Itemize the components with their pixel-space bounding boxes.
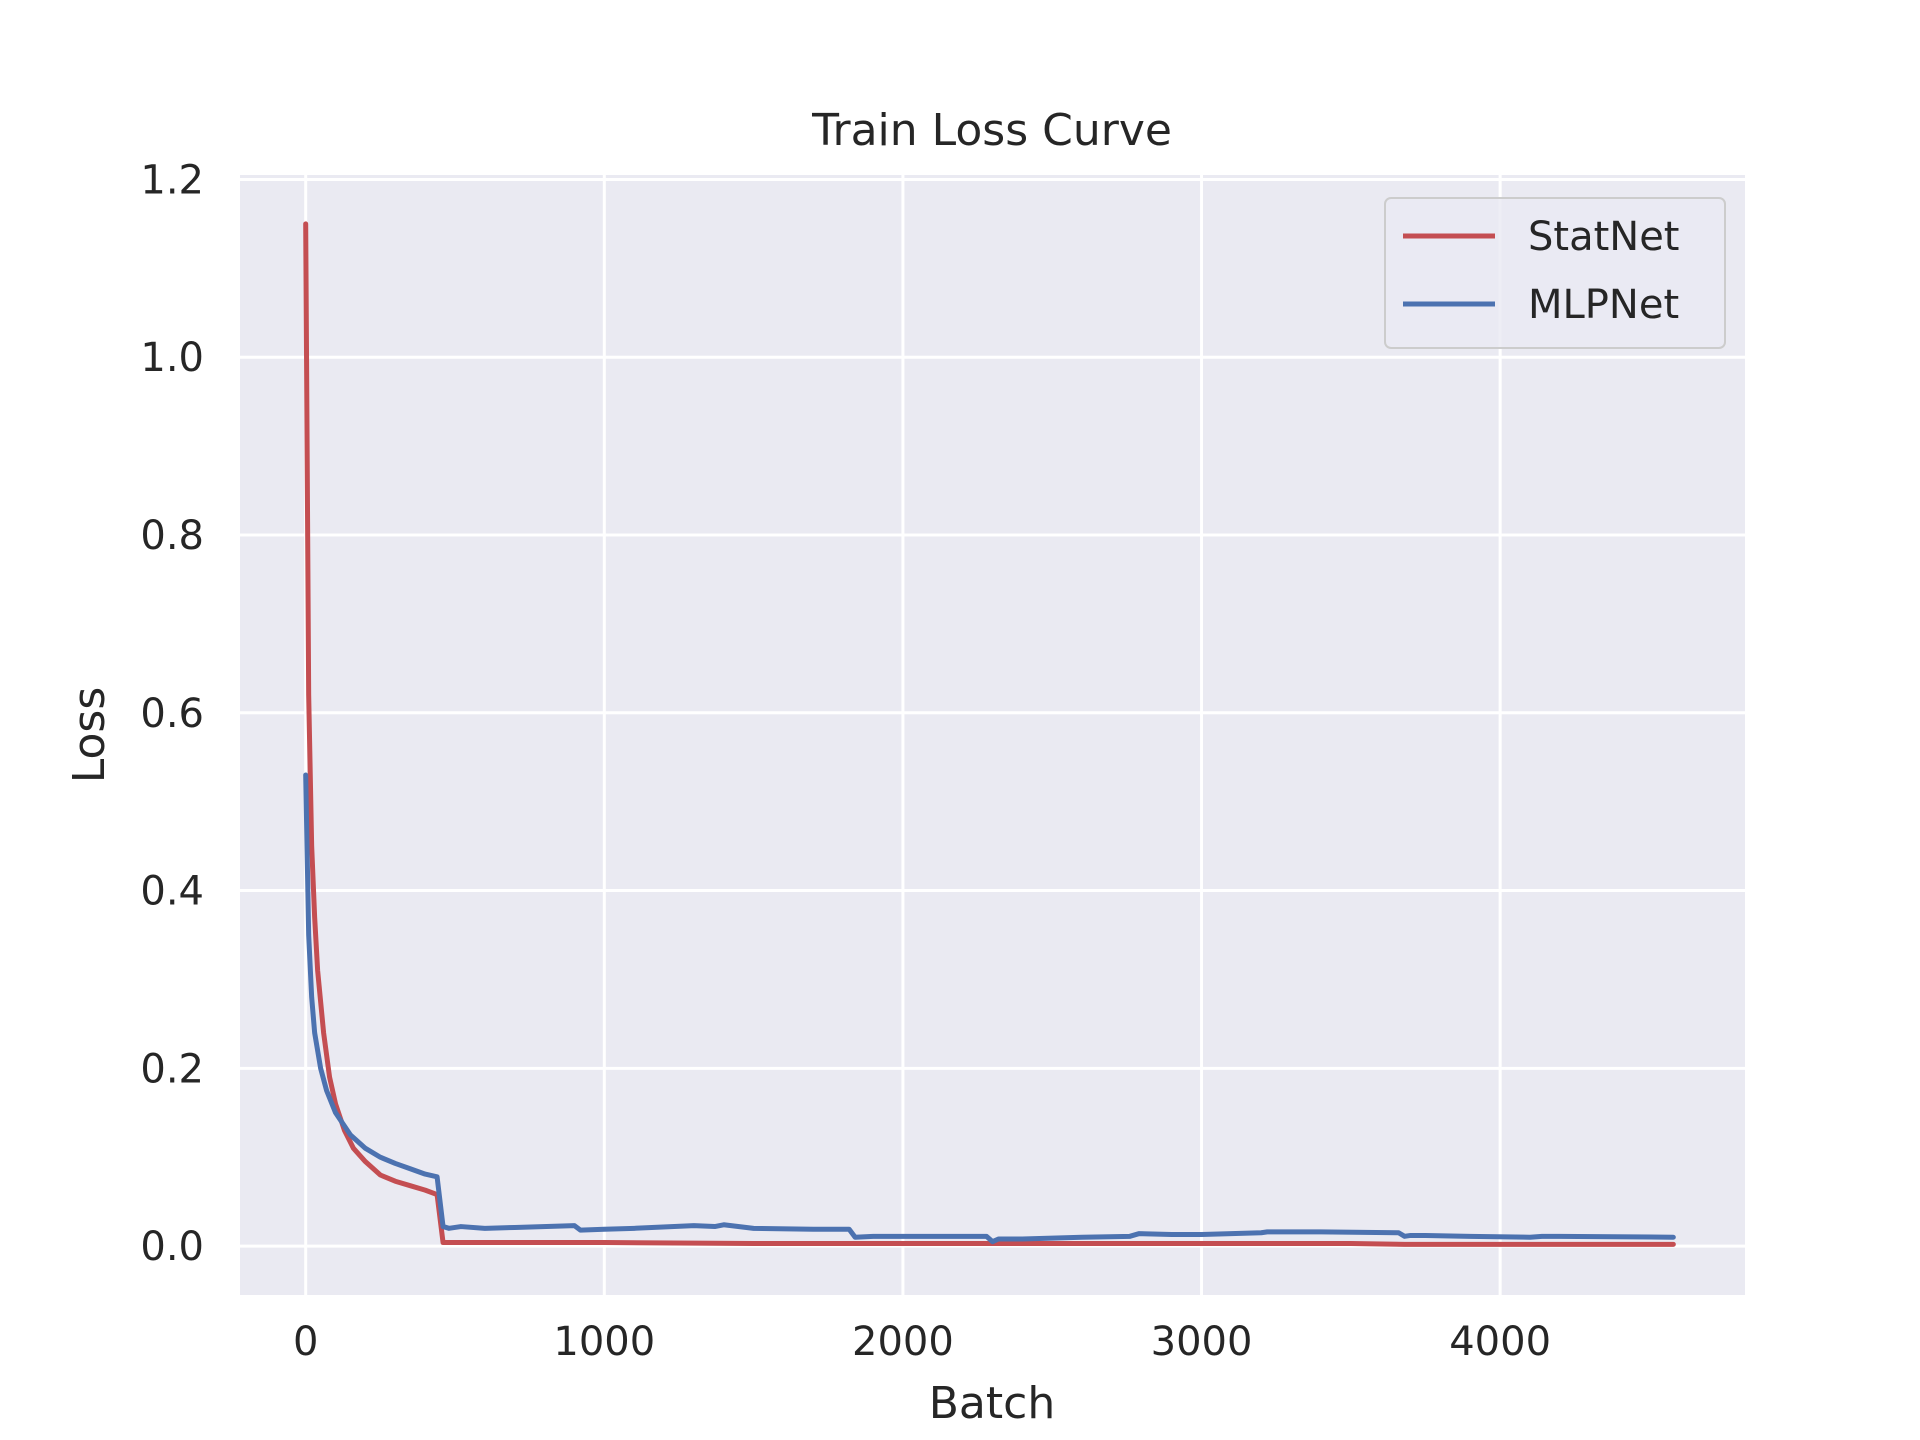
legend-label-mlpnet: MLPNet — [1528, 282, 1679, 328]
x-tick-label: 0 — [293, 1319, 318, 1365]
y-tick-label: 0.6 — [140, 691, 204, 737]
x-tick-label: 1000 — [553, 1319, 655, 1365]
grid-lines — [240, 175, 1745, 1295]
series-line-mlpnet — [303, 772, 1676, 1245]
legend: StatNet MLPNet — [1384, 197, 1726, 349]
y-tick-label: 1.0 — [140, 335, 204, 381]
x-tick-labels: 0 1000 2000 3000 4000 — [293, 1319, 1551, 1365]
x-tick-label: 2000 — [852, 1319, 954, 1365]
y-tick-label: 0.0 — [140, 1224, 204, 1270]
plot-background — [240, 175, 1745, 1295]
y-tick-label: 1.2 — [140, 157, 204, 203]
y-axis-label: Loss — [64, 687, 115, 784]
y-tick-labels: 0.0 0.2 0.4 0.6 0.8 1.0 1.2 — [140, 157, 204, 1270]
y-tick-label: 0.2 — [140, 1046, 204, 1092]
x-tick-label: 4000 — [1449, 1319, 1551, 1365]
y-tick-label: 0.8 — [140, 513, 204, 559]
legend-label-statnet: StatNet — [1528, 214, 1679, 260]
x-tick-label: 3000 — [1151, 1319, 1253, 1365]
chart-title: Train Loss Curve — [811, 105, 1172, 156]
y-tick-label: 0.4 — [140, 869, 204, 915]
series-lines — [303, 221, 1676, 1247]
series-line-statnet — [303, 221, 1676, 1247]
x-axis-label: Batch — [929, 1378, 1055, 1429]
